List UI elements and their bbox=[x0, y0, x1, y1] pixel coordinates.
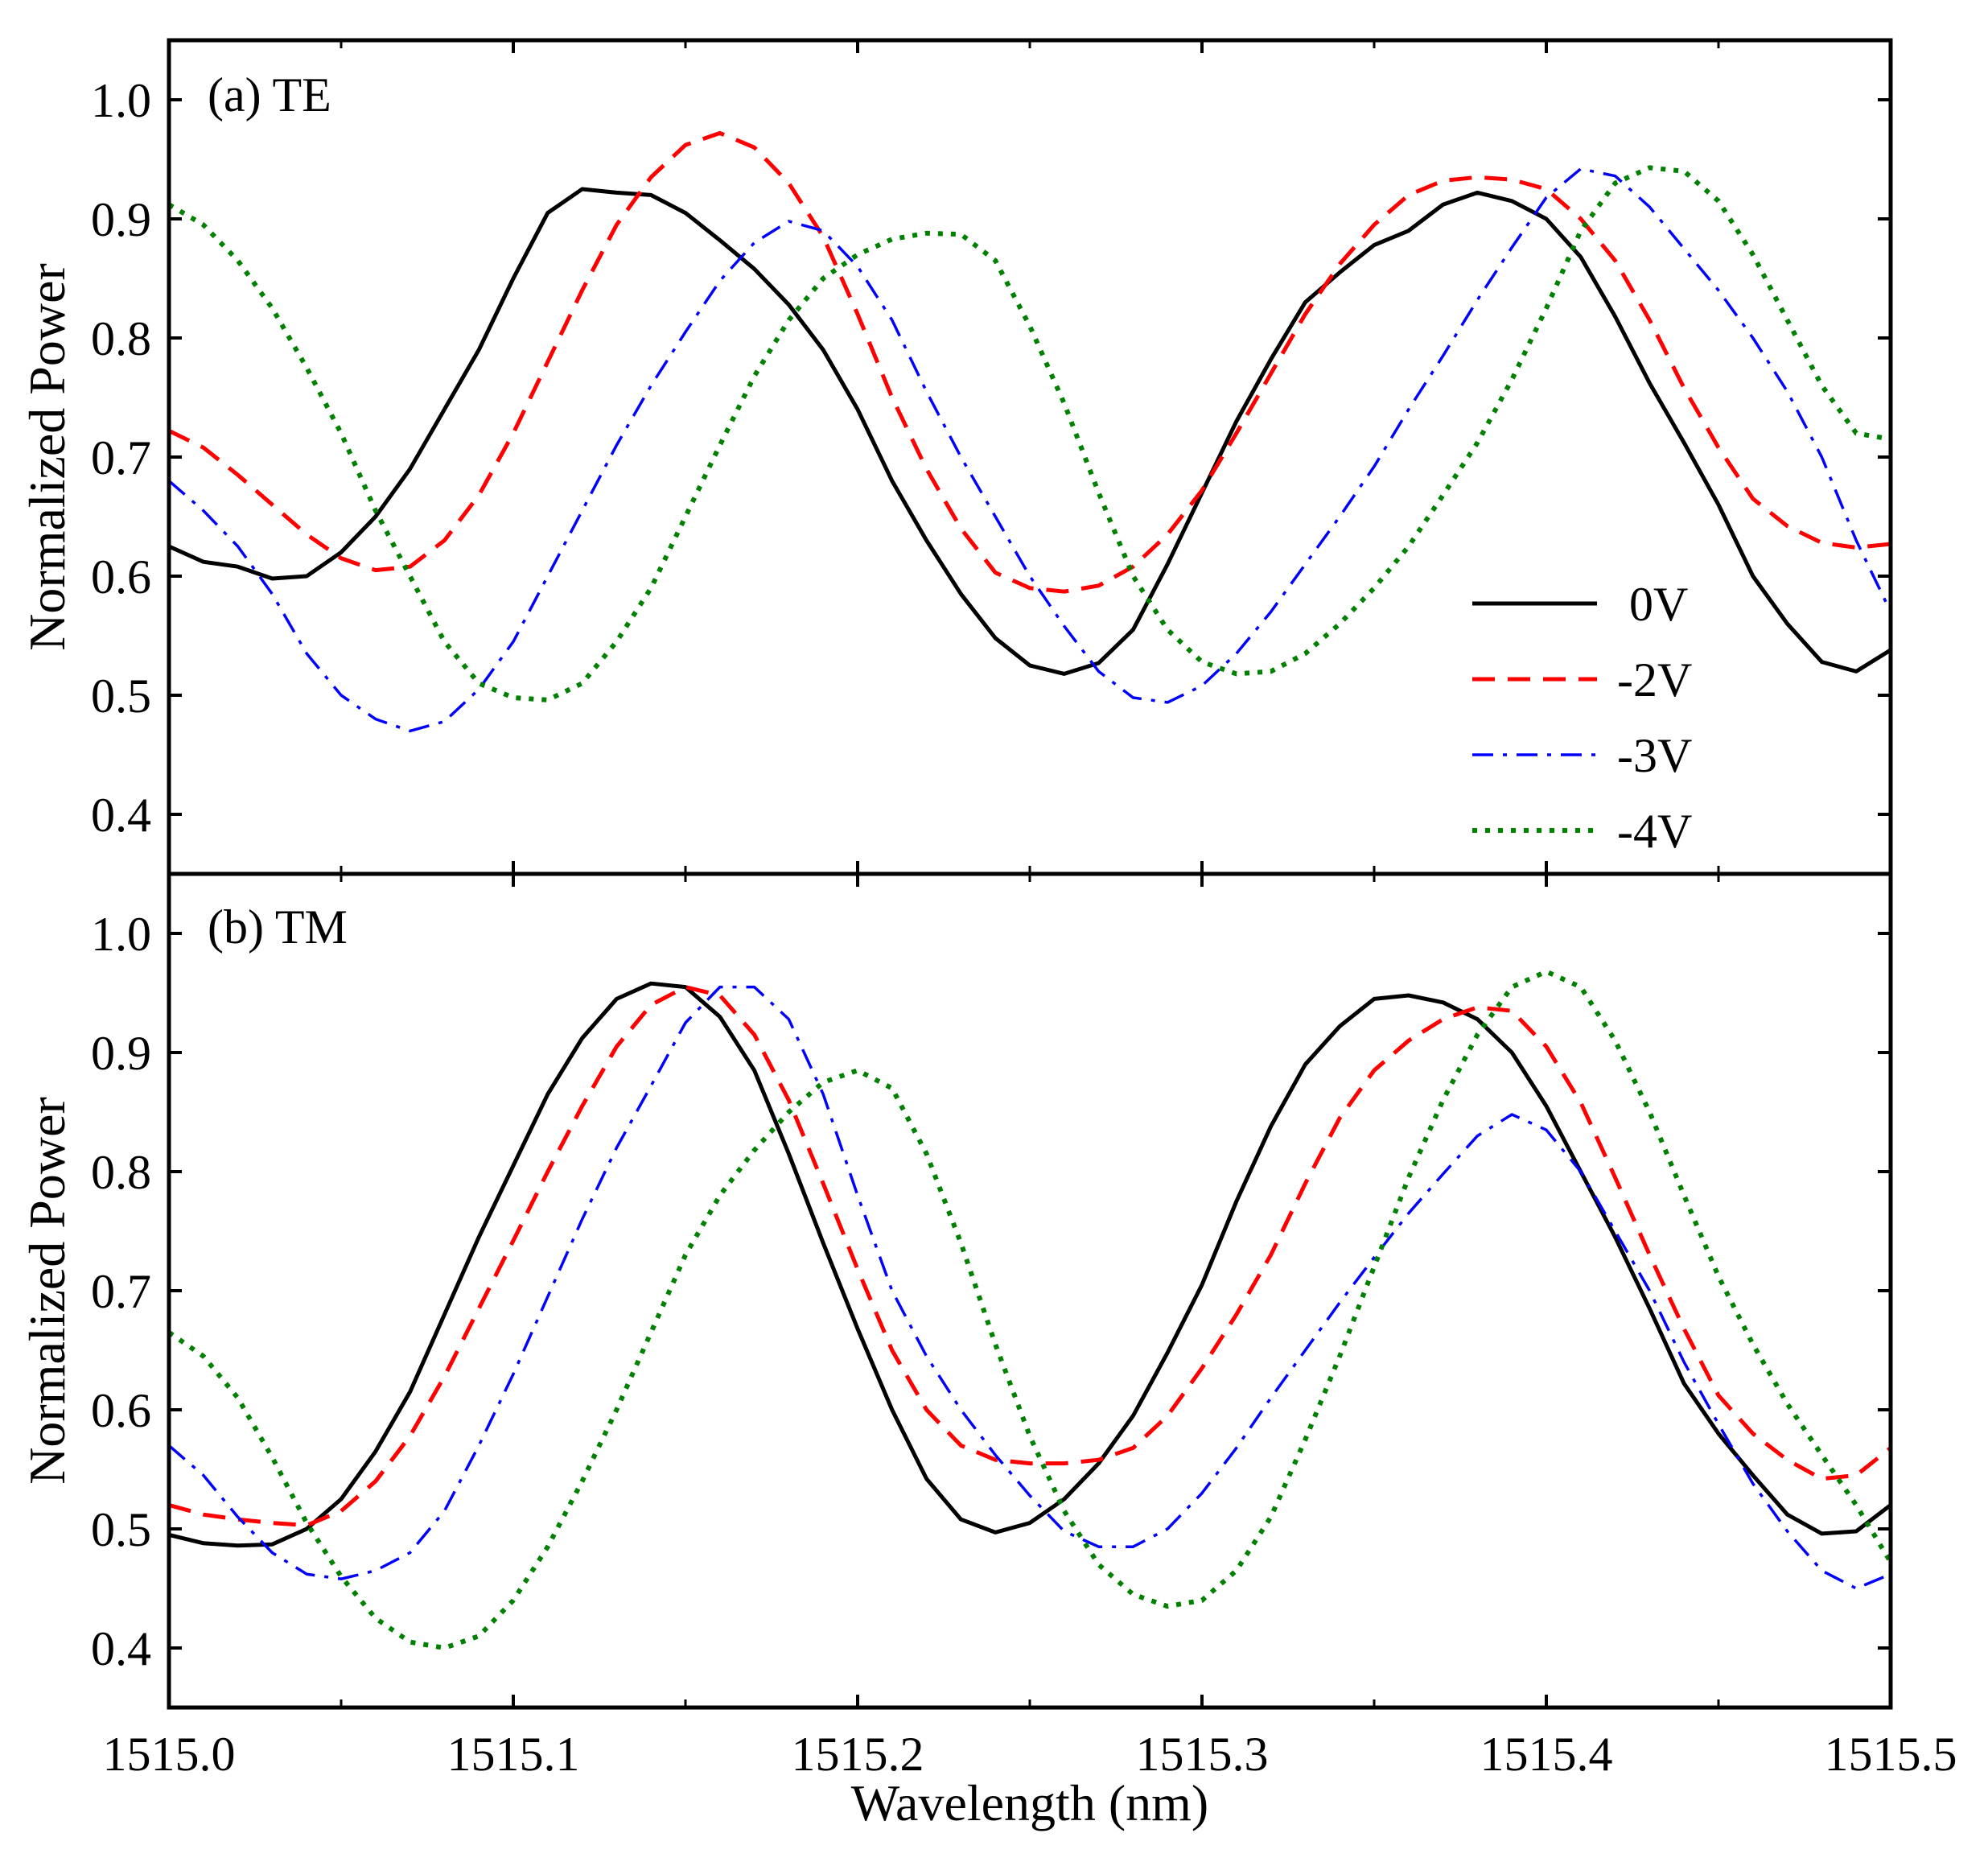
series-line-0V-te bbox=[169, 187, 1891, 676]
panel-a-te: 0.4 0.5 0.6 0.7 0.8 0.9 1.0 (a) TE Normalized … bbox=[19, 38, 1893, 876]
legend-label-0V: 0V bbox=[1617, 578, 1688, 631]
y-tick-label: 0.5 bbox=[91, 669, 151, 723]
series-line-neg2V-te bbox=[169, 130, 1891, 594]
series-line-neg2V-tm bbox=[169, 985, 1891, 1528]
y-tick-label: 1.0 bbox=[91, 74, 151, 127]
y-tick-label: 0.7 bbox=[91, 431, 151, 484]
panel-label-b: (b) TM bbox=[208, 900, 348, 954]
y-axis-title-b: Normalized Power bbox=[19, 1097, 76, 1485]
y-tick-label: 1.0 bbox=[91, 908, 151, 961]
panel-label-a: (a) TE bbox=[208, 68, 331, 122]
series-line-neg3V-tm bbox=[169, 985, 1891, 1590]
legend-label-neg4V: -4V bbox=[1617, 805, 1692, 858]
legend-label-neg3V: -3V bbox=[1617, 729, 1692, 782]
y-tick-label: 0.6 bbox=[91, 1384, 151, 1437]
legend: 0V -2V -3V -4V bbox=[1472, 578, 1692, 858]
series-line-0V-tm bbox=[169, 981, 1891, 1548]
x-tick-label: 1515.2 bbox=[792, 1728, 924, 1781]
series-line-neg4V-tm bbox=[169, 969, 1891, 1650]
series-line-neg3V-te bbox=[169, 167, 1891, 733]
panel-b-tm: 1515.0 1515.1 1515.2 1515.3 1515.4 1515.5 0.4 0… bbox=[19, 871, 1957, 1781]
y-tick-label: 0.6 bbox=[91, 550, 151, 604]
y-tick-label: 0.9 bbox=[91, 193, 151, 246]
x-tick-label: 1515.3 bbox=[1136, 1728, 1269, 1781]
y-tick-label: 0.5 bbox=[91, 1503, 151, 1556]
series-line-neg4V-te bbox=[169, 165, 1891, 702]
y-tick-label: 0.8 bbox=[91, 312, 151, 365]
x-tick-label: 1515.0 bbox=[103, 1728, 236, 1781]
legend-label-neg2V: -2V bbox=[1617, 653, 1692, 707]
y-tick-label: 0.9 bbox=[91, 1027, 151, 1080]
x-tick-label: 1515.4 bbox=[1480, 1728, 1613, 1781]
y-tick-label: 0.8 bbox=[91, 1146, 151, 1199]
x-tick-label: 1515.1 bbox=[447, 1728, 580, 1781]
x-tick-label: 1515.5 bbox=[1825, 1728, 1957, 1781]
y-tick-label: 0.7 bbox=[91, 1265, 151, 1318]
y-tick-label: 0.4 bbox=[91, 789, 151, 842]
y-tick-label: 0.4 bbox=[91, 1622, 151, 1675]
x-axis-title: Wavelength (nm) bbox=[851, 1774, 1208, 1831]
y-axis-title-a: Normalized Power bbox=[19, 263, 76, 651]
